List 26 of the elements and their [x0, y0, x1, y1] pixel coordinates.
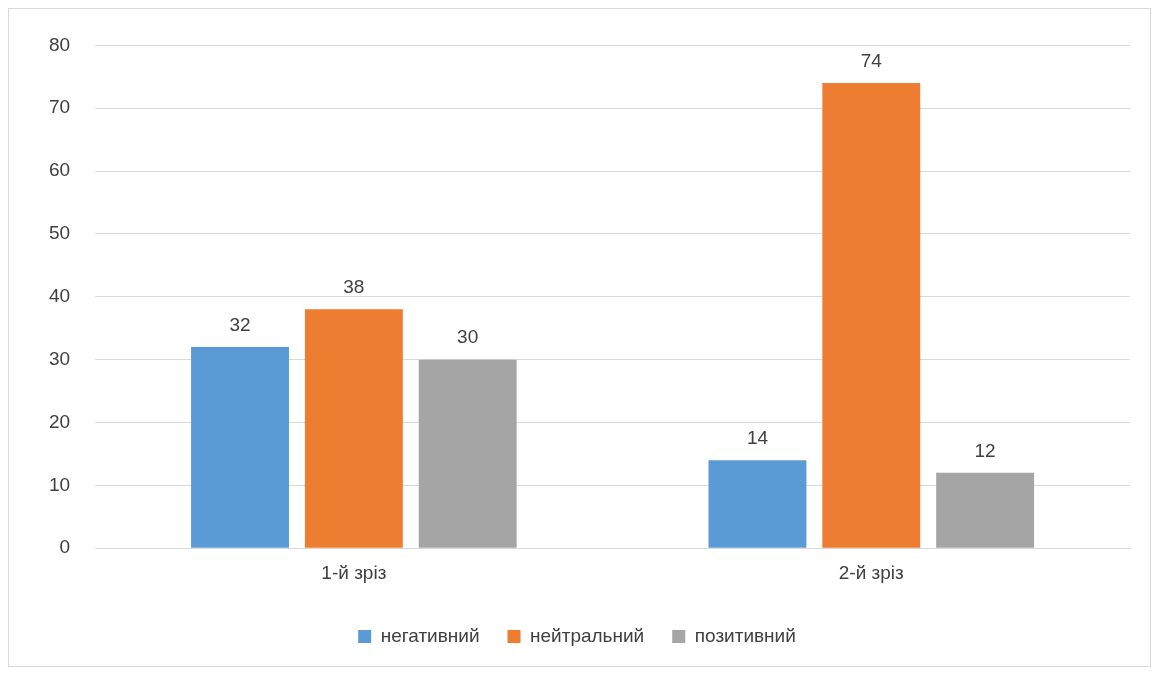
bar [708, 460, 807, 548]
x-tick-label: 1-й зріз [321, 561, 387, 583]
y-tick-label: 10 [48, 473, 71, 495]
y-tick-label: 30 [48, 347, 71, 369]
legend-label: нейтральний [530, 624, 645, 646]
data-label: 32 [229, 313, 251, 335]
bar [191, 347, 289, 548]
data-label: 12 [974, 439, 996, 461]
bar [936, 472, 1035, 548]
data-label: 14 [746, 426, 769, 448]
bar [822, 83, 921, 548]
data-label: 30 [457, 326, 479, 348]
y-tick-label: 60 [48, 159, 71, 181]
y-tick-label: 20 [48, 410, 71, 432]
x-tick-label: 2-й зріз [838, 561, 904, 583]
legend-label: позитивний [694, 624, 796, 646]
data-label: 38 [343, 276, 365, 298]
y-tick-label: 0 [59, 536, 71, 558]
y-tick-label: 70 [48, 96, 71, 118]
y-tick-label: 50 [48, 222, 71, 244]
y-tick-label: 80 [48, 33, 71, 55]
data-label: 74 [860, 49, 883, 71]
y-tick-label: 40 [48, 285, 71, 307]
bar [304, 309, 403, 548]
bar [418, 359, 517, 548]
legend-label: негативний [380, 624, 480, 646]
